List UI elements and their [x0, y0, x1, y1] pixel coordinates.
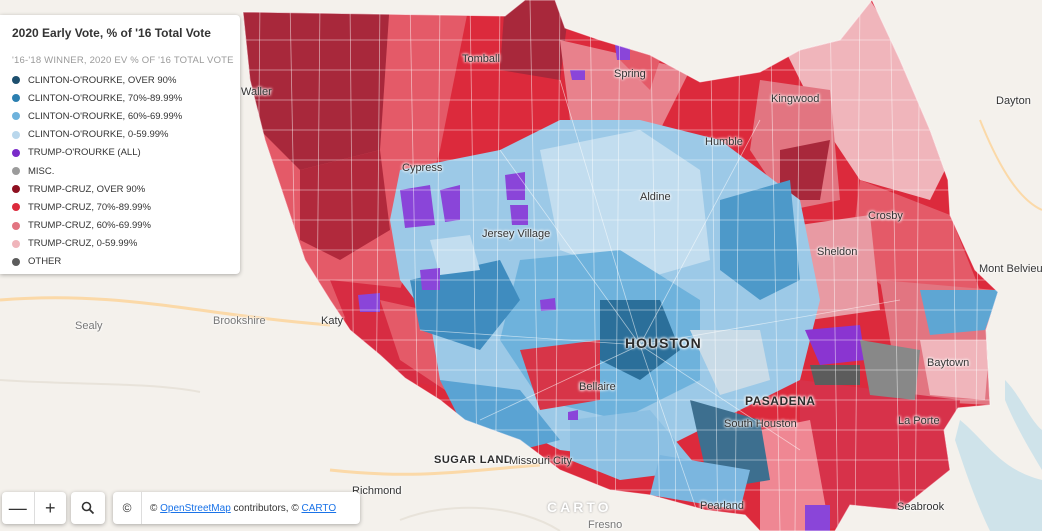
legend-swatch	[12, 257, 20, 266]
place-label-richmond: Richmond	[352, 485, 402, 497]
legend-item: TRUMP-CRUZ, OVER 90%	[12, 180, 182, 198]
legend-item: CLINTON-O'ROURKE, OVER 90%	[12, 71, 182, 89]
place-label-cypress: Cypress	[402, 162, 443, 174]
carto-watermark: CARTO	[547, 499, 612, 515]
zoom-out-button[interactable]: —	[2, 492, 35, 524]
legend-item: TRUMP-CRUZ, 70%-89.99%	[12, 198, 182, 216]
place-label-bellaire: Bellaire	[579, 381, 616, 393]
legend-label: TRUMP-CRUZ, 70%-89.99%	[28, 201, 151, 213]
place-label-houston: HOUSTON	[625, 335, 702, 351]
place-label-dayton: Dayton	[996, 95, 1031, 107]
attribution-text: © OpenStreetMap contributors, © CARTO	[142, 503, 336, 514]
place-label-fresno: Fresno	[588, 519, 623, 531]
legend-swatch	[12, 148, 20, 157]
legend-title: 2020 Early Vote, % of '16 Total Vote	[12, 26, 211, 40]
attribution-toggle-button[interactable]: ©	[113, 492, 142, 524]
legend-swatch	[12, 239, 20, 248]
legend-label: TRUMP-O'ROURKE (ALL)	[28, 147, 141, 159]
legend-item: TRUMP-CRUZ, 60%-69.99%	[12, 217, 182, 235]
place-label-tomball: Tomball	[462, 53, 500, 65]
precinct-layer[interactable]	[230, 0, 1020, 531]
legend-label: OTHER	[28, 256, 62, 268]
legend-subtitle: '16-'18 WINNER, 2020 EV % OF '16 TOTAL V…	[12, 55, 234, 66]
place-label-aldine: Aldine	[640, 191, 671, 203]
legend-swatch	[12, 94, 20, 103]
place-label-katy: Katy	[321, 315, 344, 327]
legend-label: CLINTON-O'ROURKE, 70%-89.99%	[28, 92, 183, 104]
legend-item: CLINTON-O'ROURKE, 70%-89.99%	[12, 89, 182, 107]
place-label-kingwood: Kingwood	[771, 93, 820, 105]
attribution-middle: contributors, ©	[233, 502, 299, 514]
legend-label: CLINTON-O'ROURKE, 60%-69.99%	[28, 110, 183, 122]
legend-item: CLINTON-O'ROURKE, 60%-69.99%	[12, 107, 182, 125]
legend-label: TRUMP-CRUZ, OVER 90%	[28, 183, 146, 195]
attribution-prefix: ©	[150, 502, 158, 514]
legend-swatch	[12, 221, 20, 230]
legend-item: CLINTON-O'ROURKE, 0-59.99%	[12, 126, 182, 144]
zoom-in-button[interactable]: +	[44, 497, 56, 518]
legend-swatch	[12, 185, 20, 194]
place-label-sugar-land: SUGAR LAND	[434, 454, 513, 466]
place-label-south-houston: South Houston	[724, 418, 797, 430]
legend-item: OTHER	[12, 253, 182, 271]
place-label-spring: Spring	[614, 68, 646, 80]
legend-label: CLINTON-O'ROURKE, OVER 90%	[28, 74, 177, 86]
attribution-bar: © © OpenStreetMap contributors, © CARTO	[113, 492, 360, 524]
place-label-brookshire: Brookshire	[213, 315, 266, 327]
place-label-pasadena: PASADENA	[745, 394, 816, 408]
legend-item: TRUMP-O'ROURKE (ALL)	[12, 144, 182, 162]
place-label-mont-belvieu: Mont Belvieu	[979, 263, 1042, 275]
legend-list: CLINTON-O'ROURKE, OVER 90% CLINTON-O'ROU…	[12, 71, 182, 271]
legend-swatch	[12, 76, 20, 85]
place-label-missouri-city: Missouri City	[509, 455, 572, 467]
legend-swatch	[12, 130, 20, 139]
legend-swatch	[12, 167, 20, 176]
place-label-baytown: Baytown	[927, 357, 970, 369]
legend-swatch	[12, 112, 20, 121]
legend-item: TRUMP-CRUZ, 0-59.99%	[12, 235, 182, 253]
place-label-sheldon: Sheldon	[817, 246, 858, 258]
carto-link[interactable]: CARTO	[301, 502, 337, 514]
place-label-waller: Waller	[241, 86, 272, 98]
map-legend: 2020 Early Vote, % of '16 Total Vote '16…	[0, 15, 240, 274]
search-button[interactable]	[71, 492, 105, 524]
legend-item: MISC.	[12, 162, 182, 180]
place-label-crosby: Crosby	[868, 210, 903, 222]
legend-swatch	[12, 203, 20, 212]
place-label-seabrook: Seabrook	[897, 501, 945, 513]
place-label-humble: Humble	[705, 136, 743, 148]
place-label-pearland: Pearland	[700, 500, 745, 512]
place-label-sealy: Sealy	[75, 320, 103, 332]
legend-label: CLINTON-O'ROURKE, 0-59.99%	[28, 129, 169, 141]
openstreetmap-link[interactable]: OpenStreetMap	[160, 502, 231, 514]
legend-label: TRUMP-CRUZ, 0-59.99%	[28, 238, 138, 250]
search-icon	[81, 501, 95, 515]
zoom-control: — +	[2, 492, 66, 524]
place-label-jersey-village: Jersey Village	[482, 228, 551, 240]
place-label-la-porte: La Porte	[898, 415, 940, 427]
county-outline	[242, 0, 999, 531]
legend-label: MISC.	[28, 165, 55, 177]
legend-label: TRUMP-CRUZ, 60%-69.99%	[28, 220, 151, 232]
